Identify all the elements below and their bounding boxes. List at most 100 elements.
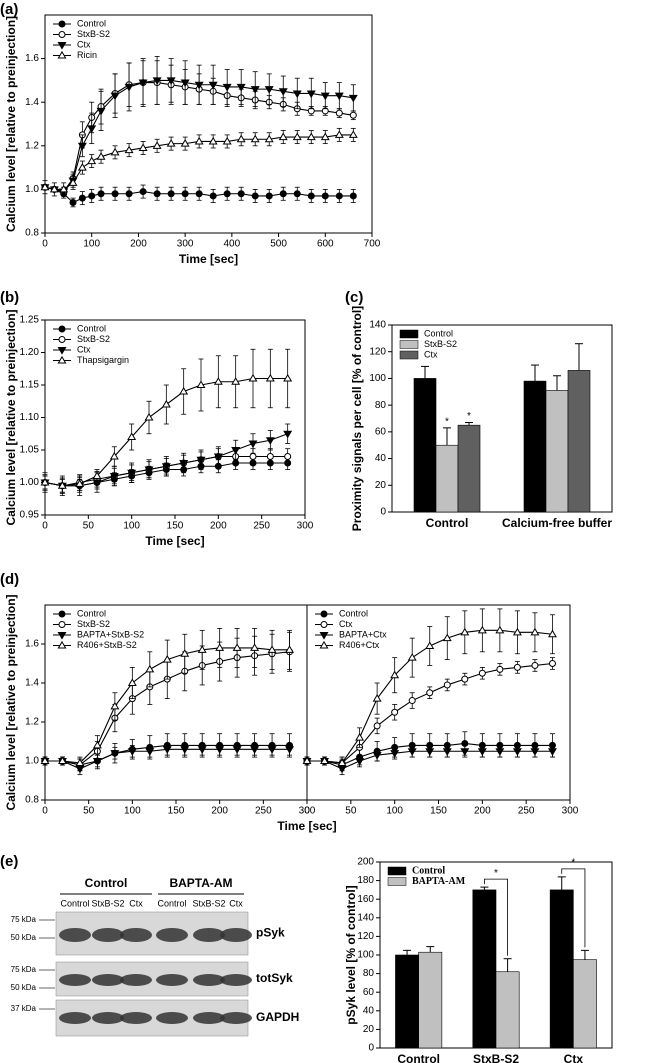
legend-label: BAPTA-AM (412, 876, 466, 887)
marker (337, 758, 347, 766)
marker (442, 633, 452, 642)
y-tick-label: 1.2 (25, 717, 39, 728)
marker (407, 653, 417, 661)
marker (391, 708, 399, 716)
marker (161, 399, 171, 408)
marker (127, 678, 137, 687)
blot-band-label: GAPDH (256, 1010, 299, 1024)
bar (457, 424, 481, 513)
marker (194, 81, 204, 90)
marker (250, 86, 260, 94)
marker (349, 192, 357, 200)
bar (413, 378, 437, 513)
y-tick-label: 1.15 (20, 380, 40, 391)
marker (231, 446, 241, 455)
marker (180, 746, 190, 754)
marker (265, 192, 273, 200)
blot-marker-label: 37 kDa (11, 1004, 37, 1013)
legend-label: Control (424, 328, 453, 338)
bar (395, 954, 419, 1049)
marker (307, 192, 315, 200)
y-axis-label: Proximity signals per cell [% of control… (350, 306, 364, 531)
legend-label: StxB-S2 (77, 334, 110, 344)
x-tick-label: 100 (123, 521, 140, 532)
significance-mark: * (494, 868, 498, 879)
x-tick-label: 50 (83, 521, 95, 532)
marker (195, 190, 203, 198)
blot-group-label: BAPTA-AM (169, 876, 232, 890)
marker (167, 190, 175, 198)
marker (215, 746, 225, 754)
marker (278, 132, 288, 141)
y-axis-label: Calcium level [relative to preinjection] (4, 309, 18, 525)
marker (320, 132, 330, 141)
significance-bracket (484, 878, 508, 956)
x-tick-label: 150 (430, 806, 447, 817)
marker (335, 109, 343, 117)
blot-lane-label: StxB-S2 (192, 898, 225, 908)
marker (127, 748, 137, 756)
blot-band (92, 1012, 124, 1024)
y-tick-label: 1.6 (25, 53, 39, 64)
panel-label: (a) (0, 1, 18, 18)
panel-label: (d) (0, 571, 19, 588)
panel-label: (b) (0, 289, 19, 306)
y-tick-label: 100 (357, 950, 374, 961)
legend-label: Ctx (77, 344, 91, 354)
legend-label: Ctx (77, 39, 91, 49)
marker (495, 748, 505, 756)
marker (250, 746, 260, 754)
marker (251, 192, 259, 200)
significance-bracket (561, 868, 586, 948)
marker (109, 472, 119, 481)
blot-band (120, 928, 152, 942)
blot-band (156, 1012, 188, 1024)
plot-frame (44, 14, 373, 234)
y-tick-label: 160 (357, 894, 374, 905)
marker (372, 694, 382, 702)
marker (110, 750, 120, 758)
marker (461, 675, 469, 683)
legend-label: Control (77, 323, 106, 333)
bar (549, 889, 574, 1049)
marker (320, 92, 330, 101)
marker (248, 373, 258, 382)
significance-mark: * (467, 411, 471, 422)
y-tick-label: 120 (369, 346, 386, 357)
y-tick-label: 140 (369, 320, 386, 331)
x-tick-label: 0 (304, 806, 310, 817)
marker (153, 190, 161, 198)
marker (285, 645, 295, 653)
y-tick-label: 0 (380, 507, 386, 518)
bar (523, 380, 547, 513)
blot-band (59, 974, 91, 986)
y-tick-label: 1.0 (25, 184, 39, 195)
marker (166, 77, 176, 85)
blot-lane-label: Control (60, 898, 89, 908)
x-tick-label: 150 (167, 521, 184, 532)
marker (236, 134, 246, 143)
marker (548, 660, 556, 667)
legend-marker (58, 336, 66, 343)
blot-marker-label: 75 kDa (11, 915, 37, 924)
marker (161, 463, 171, 471)
marker (139, 188, 147, 196)
y-tick-label: 1.4 (25, 97, 39, 108)
x-tick-label: 300 (299, 806, 316, 817)
marker (513, 663, 521, 671)
bar (435, 444, 459, 513)
marker (222, 83, 232, 92)
marker (213, 377, 223, 385)
marker (231, 377, 241, 385)
marker (512, 627, 522, 636)
legend-label: Ctx (339, 619, 353, 629)
blot-lane-label: Ctx (129, 898, 143, 908)
x-axis-label: Time [sec] (179, 252, 238, 266)
marker (335, 192, 343, 200)
marker (460, 748, 470, 756)
legend-swatch (387, 866, 407, 876)
blot-band (220, 1012, 252, 1024)
blot-band (156, 974, 188, 986)
x-axis-label: Time [sec] (277, 819, 336, 833)
legend-label: StxB-S2 (424, 339, 457, 349)
